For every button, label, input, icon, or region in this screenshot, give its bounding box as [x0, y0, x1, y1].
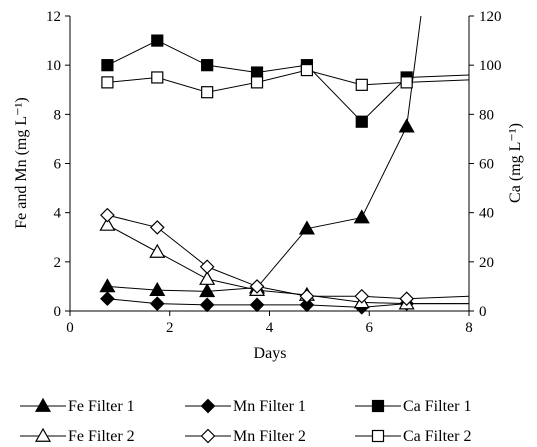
y2-tick-label: 0: [479, 304, 487, 320]
point-mn-filter-2: [399, 291, 415, 307]
point-ca-filter-2: [201, 86, 214, 99]
series-line-ca-filter-1: [107, 40, 470, 123]
point-ca-filter-1: [355, 115, 368, 128]
point-ca-filter-1: [201, 59, 214, 72]
y2-tick-label: 40: [479, 206, 494, 222]
point-mn-filter-1: [199, 297, 215, 313]
y-tick-label: 12: [46, 9, 61, 25]
y-tick-label: 8: [54, 107, 62, 123]
y-tick-label: 2: [54, 255, 62, 271]
y-tick-label: 0: [54, 304, 62, 320]
legend-label: Fe Filter 2: [68, 428, 135, 445]
point-ca-filter-1: [101, 59, 114, 72]
x-tick-label: 4: [266, 320, 274, 336]
point-fe-filter-2: [199, 270, 216, 285]
legend-label: Mn Filter 2: [233, 428, 306, 445]
y2-tick-label: 60: [479, 157, 494, 173]
series-line-fe-filter-1: [107, 16, 422, 292]
legend-marker: [34, 397, 52, 412]
legend-marker: [371, 399, 385, 413]
point-fe-filter-1: [99, 278, 116, 293]
point-ca-filter-1: [151, 34, 164, 47]
point-mn-filter-1: [249, 297, 265, 313]
series-line-mn-filter-2: [107, 214, 470, 300]
legend-item-fe-filter-2: Fe Filter 2: [20, 427, 135, 445]
series-layer: [107, 16, 470, 308]
point-fe-filter-1: [149, 281, 166, 296]
x-tick-label: 0: [66, 320, 74, 336]
legend-item-ca-filter-2: Ca Filter 2: [355, 428, 471, 445]
legend: Fe Filter 1 Mn Filter 1 Ca Filter 1 Fe Filt…: [20, 397, 471, 445]
y-tick-label: 10: [46, 58, 61, 74]
legend-item-mn-filter-2: Mn Filter 2: [185, 428, 306, 445]
legend-marker: [371, 429, 385, 443]
point-fe-filter-1: [298, 220, 315, 235]
point-mn-filter-2: [149, 220, 165, 235]
legend-marker: [34, 427, 52, 442]
x-axis-label: Days: [254, 345, 287, 362]
point-fe-filter-1: [199, 283, 216, 298]
point-ca-filter-2: [101, 76, 114, 89]
legend-label: Ca Filter 2: [403, 428, 471, 445]
legend-label: Mn Filter 1: [233, 398, 306, 415]
point-mn-filter-2: [354, 288, 370, 304]
legend-marker: [200, 428, 216, 444]
point-fe-filter-1: [398, 118, 415, 133]
y-tick-label: 6: [54, 157, 62, 173]
x-tick-label: 6: [366, 320, 374, 336]
point-ca-filter-2: [300, 63, 314, 77]
series-line-mn-filter-1: [107, 298, 469, 308]
point-mn-filter-2: [249, 279, 265, 294]
legend-label: Ca Filter 1: [403, 398, 471, 415]
y-tick-label: 4: [54, 206, 62, 222]
legend-label: Fe Filter 1: [68, 398, 135, 415]
point-ca-filter-2: [400, 76, 413, 89]
point-fe-filter-2: [99, 216, 116, 231]
legend-item-ca-filter-1: Ca Filter 1: [355, 398, 471, 415]
point-mn-filter-1: [100, 291, 115, 307]
y2-tick-label: 100: [479, 58, 502, 74]
x-tick-label: 8: [465, 320, 473, 336]
y2-tick-label: 120: [479, 9, 502, 25]
legend-marker: [200, 398, 216, 414]
x-tick-label: 2: [166, 320, 174, 336]
point-mn-filter-1: [299, 297, 315, 313]
legend-item-fe-filter-1: Fe Filter 1: [20, 397, 135, 415]
point-ca-filter-2: [250, 76, 264, 89]
point-fe-filter-1: [353, 209, 370, 224]
series-line-fe-filter-2: [107, 224, 469, 305]
point-fe-filter-2: [149, 243, 166, 258]
legend-item-mn-filter-1: Mn Filter 1: [185, 398, 306, 415]
y2-tick-label: 80: [479, 107, 494, 123]
point-mn-filter-2: [199, 259, 215, 275]
y2-tick-label: 20: [479, 255, 494, 271]
point-mn-filter-2: [100, 207, 115, 223]
point-mn-filter-1: [149, 296, 165, 311]
y-axis-label: Fe and Mn (mg L⁻¹): [13, 97, 30, 228]
point-ca-filter-2: [355, 78, 368, 91]
y2-axis-label: Ca (mg L⁻¹): [507, 123, 524, 203]
point-mn-filter-2: [299, 288, 315, 304]
markers-layer: [99, 34, 415, 315]
series-line-ca-filter-2: [107, 69, 470, 93]
point-ca-filter-2: [151, 71, 164, 84]
